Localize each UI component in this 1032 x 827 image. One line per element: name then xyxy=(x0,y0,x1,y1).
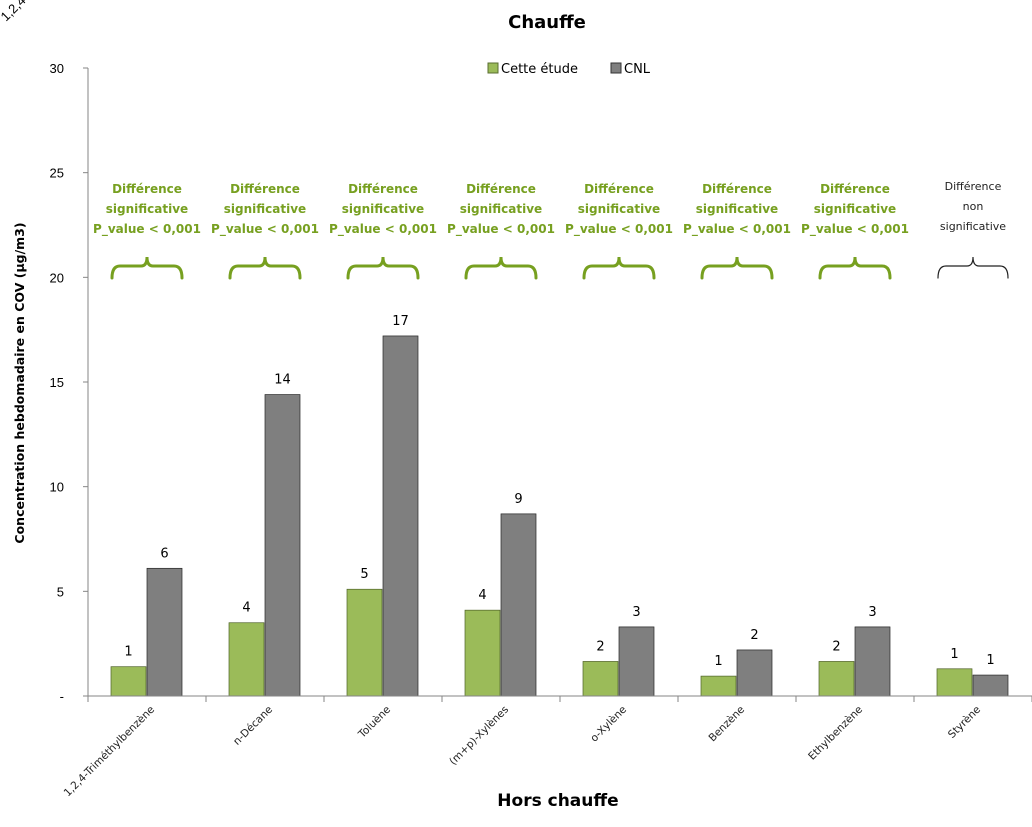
bar-cette-etude xyxy=(700,675,737,697)
y-tick-label: 5 xyxy=(57,584,64,599)
data-label: 9 xyxy=(514,492,522,507)
annotation-text: Différence xyxy=(584,182,654,196)
curly-brace xyxy=(346,256,420,280)
bar-cette-etude xyxy=(818,661,855,697)
annotation-text: significative xyxy=(460,202,542,216)
curly-brace xyxy=(937,256,1009,279)
annotation-text: P_value < 0,001 xyxy=(329,222,437,237)
y-tick-label: 30 xyxy=(50,61,64,76)
data-label: 3 xyxy=(632,605,640,620)
data-label: 17 xyxy=(392,314,409,329)
annotation-text: Différence xyxy=(945,180,1002,193)
annotation-text: P_value < 0,001 xyxy=(211,222,319,237)
x-tick-label: Ethylbenzène xyxy=(806,704,865,763)
data-label: 2 xyxy=(832,639,840,654)
data-label: 3 xyxy=(868,605,876,620)
annotation-text: P_value < 0,001 xyxy=(801,222,909,237)
annotation-text: significative xyxy=(696,202,778,216)
data-label: 4 xyxy=(242,601,250,616)
data-label: 1 xyxy=(950,647,958,662)
chart-title: Chauffe xyxy=(508,12,586,33)
bar-cette-etude xyxy=(110,666,147,697)
x-tick-label: Benzène xyxy=(707,704,748,745)
corner-label: 1,2,4- xyxy=(0,0,32,24)
y-tick-label: 25 xyxy=(50,166,64,181)
bar-cnl xyxy=(500,513,537,697)
bar-cette-etude xyxy=(346,588,383,697)
curly-brace xyxy=(110,256,184,280)
annotation-text: non xyxy=(963,200,984,213)
curly-brace xyxy=(700,256,774,280)
y-axis-label: Concentration hebdomadaire en COV (µg/m3… xyxy=(12,222,27,543)
x-tick-label: o-Xylène xyxy=(588,704,629,745)
annotation-text: significative xyxy=(814,202,896,216)
annotations: Différence significative P_value < 0,001 Di… xyxy=(93,180,1009,280)
annotation-text: significative xyxy=(940,220,1006,233)
annotation-text: P_value < 0,001 xyxy=(93,222,201,237)
annotation-text: significative xyxy=(224,202,306,216)
annotation-text: Différence xyxy=(112,182,182,196)
curly-brace xyxy=(582,256,656,280)
annotation-text: Différence xyxy=(230,182,300,196)
y-axis: - 5 10 15 20 25 30 xyxy=(50,61,89,704)
data-label: 2 xyxy=(596,639,604,654)
annotation-text: Différence xyxy=(702,182,772,196)
legend-label-cnl: CNL xyxy=(624,62,651,77)
data-label: 5 xyxy=(360,567,368,582)
bar-cnl xyxy=(146,567,183,697)
x-tick-label: Toluène xyxy=(356,704,394,742)
data-label: 1 xyxy=(124,645,132,660)
legend-swatch-cette-etude xyxy=(487,62,499,74)
data-label: 1 xyxy=(986,653,994,668)
bar-cette-etude xyxy=(936,668,973,697)
annotation-text: P_value < 0,001 xyxy=(683,222,791,237)
annotation-text: significative xyxy=(106,202,188,216)
x-tick-label: n-Décane xyxy=(231,704,275,748)
y-tick-label: 20 xyxy=(50,270,64,285)
legend: Cette étude CNL xyxy=(487,62,651,77)
bar-cnl xyxy=(854,626,891,697)
annotation-text: Différence xyxy=(348,182,418,196)
annotation-text: P_value < 0,001 xyxy=(565,222,673,237)
bar-cette-etude xyxy=(582,661,619,697)
y-tick-label: 15 xyxy=(50,375,64,390)
annotation-text: P_value < 0,001 xyxy=(447,222,555,237)
data-label: 1 xyxy=(714,654,722,669)
x-axis-label: Hors chauffe xyxy=(497,791,618,811)
annotation-text: significative xyxy=(342,202,424,216)
y-tick-label: - xyxy=(60,689,64,704)
y-tick-label: 10 xyxy=(50,480,64,495)
x-tick-label: 1,2,4-Triméthylbenzène xyxy=(62,704,158,800)
curly-brace xyxy=(464,256,538,280)
x-tick-label: (m+p)-Xylènes xyxy=(447,704,511,768)
x-tick-label: Styrène xyxy=(946,704,983,741)
bar-cnl xyxy=(382,335,419,697)
curly-brace xyxy=(818,256,892,280)
curly-brace xyxy=(228,256,302,280)
data-label: 14 xyxy=(274,373,291,388)
legend-label-cette-etude: Cette étude xyxy=(501,62,578,77)
annotation-text: significative xyxy=(578,202,660,216)
data-label: 4 xyxy=(478,588,486,603)
legend-swatch-cnl xyxy=(610,62,622,74)
bar-cnl xyxy=(972,674,1009,697)
bars xyxy=(110,335,1009,697)
annotation-text: Différence xyxy=(466,182,536,196)
x-axis: 1,2,4-Triméthylbenzène n-Décane Toluène (m+… xyxy=(62,695,1032,800)
bar-cette-etude xyxy=(228,622,265,697)
bar-cnl xyxy=(264,394,301,697)
bar-cette-etude xyxy=(464,609,501,697)
data-label: 6 xyxy=(160,546,168,561)
bar-cnl xyxy=(618,626,655,697)
data-label: 2 xyxy=(750,628,758,643)
annotation-text: Différence xyxy=(820,182,890,196)
bar-cnl xyxy=(736,649,773,697)
